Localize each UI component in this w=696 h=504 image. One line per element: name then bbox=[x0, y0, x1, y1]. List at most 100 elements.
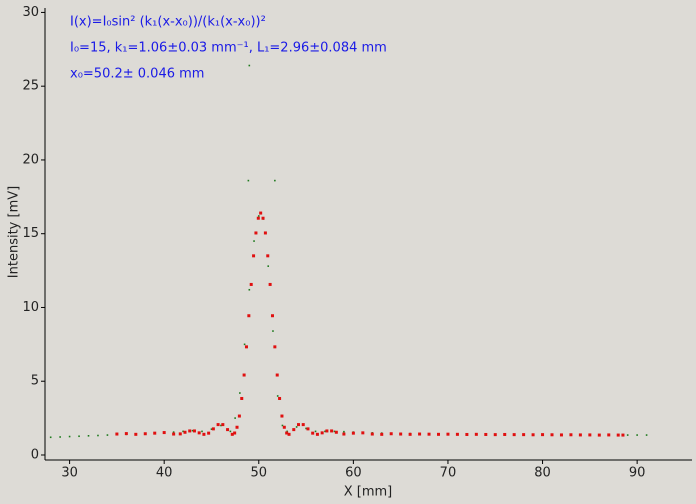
data-point bbox=[351, 431, 355, 435]
data-point bbox=[192, 429, 196, 433]
data-point bbox=[183, 430, 187, 434]
data-point bbox=[106, 434, 109, 436]
data-point bbox=[427, 432, 431, 436]
data-point bbox=[645, 434, 648, 436]
data-point bbox=[541, 433, 545, 437]
data-point bbox=[314, 430, 317, 433]
data-point bbox=[333, 430, 336, 433]
data-point bbox=[115, 432, 119, 436]
data-point bbox=[257, 215, 260, 217]
data-point bbox=[216, 423, 220, 427]
data-point bbox=[197, 431, 201, 435]
data-point bbox=[626, 434, 629, 436]
data-point bbox=[280, 414, 284, 418]
data-point bbox=[188, 429, 192, 433]
data-point bbox=[253, 240, 255, 242]
data-point bbox=[153, 431, 157, 435]
data-point bbox=[239, 392, 241, 394]
data-point bbox=[182, 430, 184, 433]
y-tick-label: 15 bbox=[22, 226, 39, 241]
data-point bbox=[408, 432, 412, 436]
x-tick-label: 70 bbox=[440, 466, 457, 481]
data-point bbox=[455, 432, 459, 436]
data-point bbox=[343, 430, 345, 433]
data-point bbox=[465, 432, 469, 436]
annotation: I₀=15, k₁=1.06±0.03 mm⁻¹, L₁=2.96±0.084 … bbox=[70, 41, 387, 56]
data-point bbox=[274, 179, 276, 182]
data-point bbox=[143, 432, 147, 436]
data-point bbox=[301, 423, 305, 427]
data-point bbox=[436, 432, 440, 436]
data-point bbox=[229, 430, 232, 433]
data-point bbox=[254, 231, 258, 235]
data-point bbox=[68, 435, 71, 438]
data-point bbox=[272, 330, 274, 332]
x-tick-label: 30 bbox=[61, 466, 78, 481]
data-point bbox=[278, 396, 282, 400]
data-point bbox=[240, 396, 244, 400]
data-point bbox=[233, 431, 237, 435]
data-point bbox=[597, 433, 601, 437]
data-point bbox=[211, 427, 215, 431]
data-point bbox=[266, 254, 270, 258]
data-point bbox=[243, 343, 246, 346]
data-point bbox=[221, 423, 225, 427]
data-point bbox=[202, 432, 206, 436]
y-tick-label: 25 bbox=[22, 79, 39, 94]
data-point bbox=[522, 433, 526, 437]
data-point bbox=[78, 435, 80, 438]
data-point bbox=[325, 429, 329, 433]
data-point bbox=[588, 433, 592, 437]
data-point bbox=[324, 430, 326, 433]
x-tick-label: 60 bbox=[345, 466, 362, 481]
data-point bbox=[191, 429, 194, 432]
data-point bbox=[247, 179, 250, 182]
data-point bbox=[315, 432, 319, 436]
data-point bbox=[292, 428, 296, 432]
data-point bbox=[59, 436, 61, 438]
data-point bbox=[305, 427, 307, 430]
data-point bbox=[263, 231, 267, 235]
data-point bbox=[282, 425, 286, 429]
data-point bbox=[244, 345, 248, 349]
x-tick-label: 80 bbox=[534, 466, 551, 481]
data-point bbox=[616, 433, 620, 437]
data-point bbox=[256, 216, 260, 220]
data-point bbox=[370, 432, 374, 436]
data-point bbox=[235, 425, 239, 429]
data-point bbox=[178, 432, 182, 436]
y-tick-label: 10 bbox=[22, 300, 39, 315]
x-tick-label: 90 bbox=[629, 466, 646, 481]
data-point bbox=[87, 435, 90, 437]
data-point bbox=[286, 430, 288, 433]
data-point bbox=[285, 431, 289, 435]
x-tick-label: 50 bbox=[251, 466, 268, 481]
data-point bbox=[484, 432, 488, 436]
data-point bbox=[531, 433, 535, 437]
data-point bbox=[569, 433, 573, 437]
data-point bbox=[273, 345, 277, 349]
data-point bbox=[248, 64, 251, 67]
y-tick-label: 5 bbox=[31, 374, 39, 389]
data-point bbox=[270, 314, 274, 318]
y-tick-label: 30 bbox=[22, 5, 39, 20]
data-point bbox=[636, 434, 638, 436]
data-point bbox=[578, 433, 582, 437]
data-point bbox=[287, 432, 291, 436]
data-point bbox=[248, 288, 251, 291]
data-point bbox=[267, 265, 270, 267]
x-tick-label: 40 bbox=[156, 466, 173, 481]
y-tick-label: 20 bbox=[22, 152, 39, 167]
data-point bbox=[134, 432, 138, 436]
data-point bbox=[172, 431, 175, 433]
data-point bbox=[242, 373, 246, 377]
data-point bbox=[446, 432, 450, 436]
data-point bbox=[220, 424, 222, 427]
data-point bbox=[493, 433, 497, 437]
x-axis-label: X [mm] bbox=[344, 485, 393, 500]
data-point bbox=[389, 432, 393, 436]
data-point bbox=[252, 254, 256, 258]
data-point bbox=[210, 428, 213, 430]
data-point bbox=[234, 417, 236, 419]
